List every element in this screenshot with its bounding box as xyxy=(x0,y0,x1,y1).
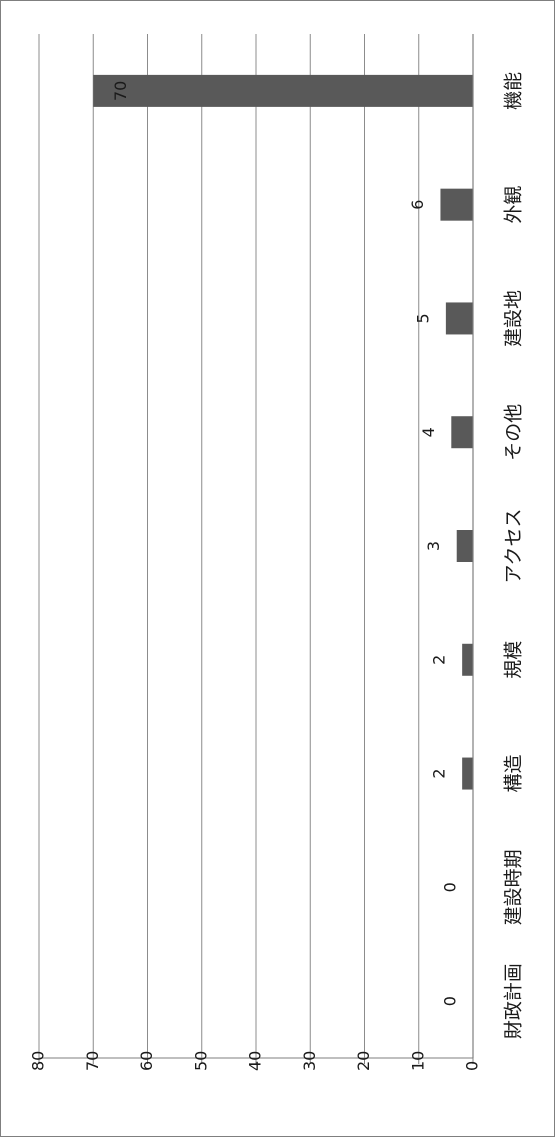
value-tick-label: 30 xyxy=(300,1051,319,1071)
value-tick-label: 0 xyxy=(463,1061,482,1071)
data-label: 70 xyxy=(111,81,130,101)
data-label: 0 xyxy=(441,882,460,892)
category-label: 外観 xyxy=(503,186,525,224)
category-label: 建設地 xyxy=(503,290,525,347)
category-label: アクセス xyxy=(503,508,525,583)
data-label: 0 xyxy=(441,996,460,1006)
category-label: 機能 xyxy=(503,72,525,110)
value-tick-label: 20 xyxy=(354,1051,373,1071)
bar xyxy=(456,530,473,562)
bar xyxy=(462,643,473,676)
value-tick-label: 50 xyxy=(191,1051,210,1071)
data-label: 3 xyxy=(424,541,443,551)
category-label: その他 xyxy=(503,404,525,461)
bar xyxy=(451,416,473,449)
data-label: 4 xyxy=(419,427,438,437)
value-tick-label: 10 xyxy=(408,1051,427,1071)
bar xyxy=(445,302,473,335)
category-label: 規模 xyxy=(503,641,525,679)
data-label: 5 xyxy=(413,313,432,323)
data-label: 2 xyxy=(430,655,449,665)
bar xyxy=(462,757,473,790)
category-label: 構造 xyxy=(503,755,525,793)
value-tick-label: 70 xyxy=(83,1051,102,1071)
category-label: 財政計画 xyxy=(503,963,525,1039)
category-label: 建設時期 xyxy=(503,849,525,925)
value-tick-label: 80 xyxy=(29,1051,48,1071)
value-tick-label: 60 xyxy=(137,1051,156,1071)
data-label: 2 xyxy=(430,768,449,778)
bar xyxy=(93,74,473,107)
data-label: 6 xyxy=(408,200,427,210)
value-tick-label: 40 xyxy=(246,1051,265,1071)
bar xyxy=(440,188,473,221)
